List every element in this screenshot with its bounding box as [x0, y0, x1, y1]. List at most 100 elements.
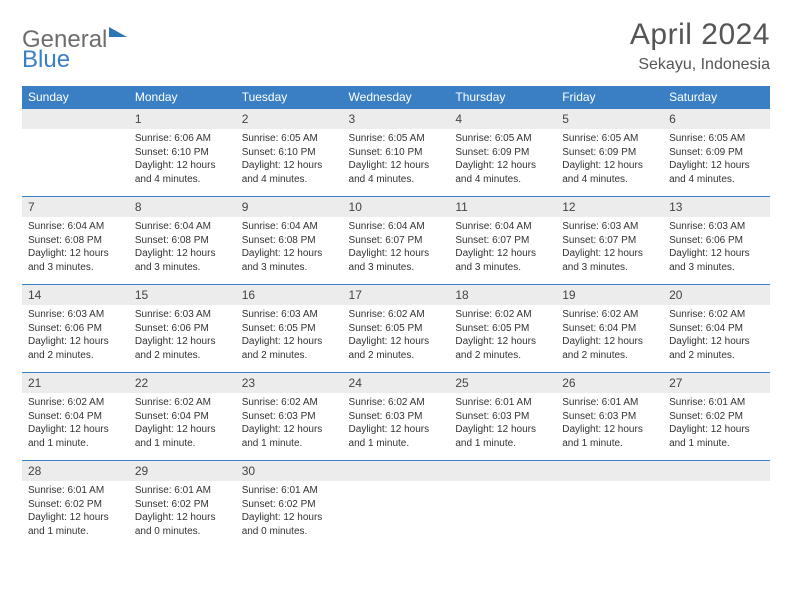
- day-number: 6: [663, 108, 770, 129]
- day-line-daylight1: Daylight: 12 hours: [455, 159, 550, 173]
- day-line-sunset: Sunset: 6:02 PM: [28, 498, 123, 512]
- day-line-daylight2: and 4 minutes.: [562, 173, 657, 187]
- day-line-sunset: Sunset: 6:08 PM: [28, 234, 123, 248]
- day-cell: 10Sunrise: 6:04 AMSunset: 6:07 PMDayligh…: [343, 196, 450, 284]
- week-row: 21Sunrise: 6:02 AMSunset: 6:04 PMDayligh…: [22, 372, 770, 460]
- day-line-daylight2: and 1 minute.: [349, 437, 444, 451]
- day-number: 30: [236, 460, 343, 481]
- day-line-daylight1: Daylight: 12 hours: [28, 511, 123, 525]
- day-number: 26: [556, 372, 663, 393]
- day-body: Sunrise: 6:02 AMSunset: 6:04 PMDaylight:…: [22, 393, 129, 460]
- day-number: 22: [129, 372, 236, 393]
- day-line-daylight2: and 1 minute.: [135, 437, 230, 451]
- header: General April 2024 Sekayu, Indonesia: [22, 18, 770, 74]
- empty-cell: [449, 460, 556, 548]
- day-cell: 18Sunrise: 6:02 AMSunset: 6:05 PMDayligh…: [449, 284, 556, 372]
- day-cell: 2Sunrise: 6:05 AMSunset: 6:10 PMDaylight…: [236, 108, 343, 196]
- day-line-daylight1: Daylight: 12 hours: [135, 423, 230, 437]
- day-line-sunset: Sunset: 6:04 PM: [562, 322, 657, 336]
- day-line-daylight1: Daylight: 12 hours: [349, 159, 444, 173]
- day-number: 28: [22, 460, 129, 481]
- day-cell: 4Sunrise: 6:05 AMSunset: 6:09 PMDaylight…: [449, 108, 556, 196]
- day-line-sunset: Sunset: 6:06 PM: [669, 234, 764, 248]
- day-number: 17: [343, 284, 450, 305]
- day-body: Sunrise: 6:01 AMSunset: 6:02 PMDaylight:…: [236, 481, 343, 548]
- day-number: 5: [556, 108, 663, 129]
- day-number: 2: [236, 108, 343, 129]
- weekday-header: Tuesday: [236, 86, 343, 108]
- day-line-daylight1: Daylight: 12 hours: [562, 423, 657, 437]
- day-line-sunset: Sunset: 6:04 PM: [28, 410, 123, 424]
- day-cell: 1Sunrise: 6:06 AMSunset: 6:10 PMDaylight…: [129, 108, 236, 196]
- day-line-daylight2: and 4 minutes.: [135, 173, 230, 187]
- day-line-daylight1: Daylight: 12 hours: [562, 247, 657, 261]
- day-line-sunset: Sunset: 6:07 PM: [562, 234, 657, 248]
- logo-text-blue: Blue: [22, 46, 70, 73]
- day-line-daylight2: and 2 minutes.: [242, 349, 337, 363]
- day-body: Sunrise: 6:01 AMSunset: 6:03 PMDaylight:…: [556, 393, 663, 460]
- day-body: Sunrise: 6:06 AMSunset: 6:10 PMDaylight:…: [129, 129, 236, 196]
- day-line-sunset: Sunset: 6:02 PM: [242, 498, 337, 512]
- day-line-daylight1: Daylight: 12 hours: [455, 247, 550, 261]
- day-line-sunset: Sunset: 6:05 PM: [455, 322, 550, 336]
- day-number: 23: [236, 372, 343, 393]
- week-row: 7Sunrise: 6:04 AMSunset: 6:08 PMDaylight…: [22, 196, 770, 284]
- day-cell: 15Sunrise: 6:03 AMSunset: 6:06 PMDayligh…: [129, 284, 236, 372]
- day-number: 16: [236, 284, 343, 305]
- day-cell: 19Sunrise: 6:02 AMSunset: 6:04 PMDayligh…: [556, 284, 663, 372]
- day-cell: 14Sunrise: 6:03 AMSunset: 6:06 PMDayligh…: [22, 284, 129, 372]
- day-number: 4: [449, 108, 556, 129]
- day-body: Sunrise: 6:05 AMSunset: 6:09 PMDaylight:…: [449, 129, 556, 196]
- day-line-sunset: Sunset: 6:09 PM: [455, 146, 550, 160]
- day-number: [663, 460, 770, 481]
- day-body: Sunrise: 6:02 AMSunset: 6:05 PMDaylight:…: [343, 305, 450, 372]
- day-line-sunrise: Sunrise: 6:06 AM: [135, 132, 230, 146]
- day-line-sunset: Sunset: 6:02 PM: [135, 498, 230, 512]
- location-label: Sekayu, Indonesia: [630, 56, 770, 74]
- day-line-sunrise: Sunrise: 6:03 AM: [669, 220, 764, 234]
- day-line-daylight1: Daylight: 12 hours: [135, 159, 230, 173]
- day-cell: 21Sunrise: 6:02 AMSunset: 6:04 PMDayligh…: [22, 372, 129, 460]
- day-line-sunrise: Sunrise: 6:02 AM: [242, 396, 337, 410]
- day-line-daylight2: and 2 minutes.: [135, 349, 230, 363]
- day-number: 24: [343, 372, 450, 393]
- month-title: April 2024: [630, 18, 770, 52]
- day-line-daylight1: Daylight: 12 hours: [242, 511, 337, 525]
- day-line-daylight2: and 0 minutes.: [242, 525, 337, 539]
- day-number: 1: [129, 108, 236, 129]
- weekday-header: Saturday: [663, 86, 770, 108]
- day-cell: 17Sunrise: 6:02 AMSunset: 6:05 PMDayligh…: [343, 284, 450, 372]
- title-block: April 2024 Sekayu, Indonesia: [630, 18, 770, 74]
- day-line-sunrise: Sunrise: 6:02 AM: [562, 308, 657, 322]
- day-body: Sunrise: 6:02 AMSunset: 6:03 PMDaylight:…: [236, 393, 343, 460]
- day-line-sunset: Sunset: 6:07 PM: [455, 234, 550, 248]
- day-line-daylight2: and 2 minutes.: [669, 349, 764, 363]
- weekday-header: Friday: [556, 86, 663, 108]
- day-line-sunrise: Sunrise: 6:05 AM: [669, 132, 764, 146]
- weekday-header: Sunday: [22, 86, 129, 108]
- day-number: 21: [22, 372, 129, 393]
- day-body: Sunrise: 6:03 AMSunset: 6:06 PMDaylight:…: [22, 305, 129, 372]
- day-line-daylight2: and 3 minutes.: [242, 261, 337, 275]
- day-cell: 9Sunrise: 6:04 AMSunset: 6:08 PMDaylight…: [236, 196, 343, 284]
- day-line-daylight1: Daylight: 12 hours: [135, 247, 230, 261]
- day-cell: 12Sunrise: 6:03 AMSunset: 6:07 PMDayligh…: [556, 196, 663, 284]
- day-cell: 25Sunrise: 6:01 AMSunset: 6:03 PMDayligh…: [449, 372, 556, 460]
- weekday-header: Monday: [129, 86, 236, 108]
- day-line-daylight1: Daylight: 12 hours: [669, 247, 764, 261]
- day-line-daylight2: and 2 minutes.: [349, 349, 444, 363]
- day-line-daylight2: and 3 minutes.: [349, 261, 444, 275]
- day-number: [556, 460, 663, 481]
- day-line-daylight2: and 4 minutes.: [455, 173, 550, 187]
- day-cell: 16Sunrise: 6:03 AMSunset: 6:05 PMDayligh…: [236, 284, 343, 372]
- day-line-daylight1: Daylight: 12 hours: [28, 247, 123, 261]
- day-body: [343, 481, 450, 543]
- day-line-daylight2: and 3 minutes.: [669, 261, 764, 275]
- day-body: Sunrise: 6:02 AMSunset: 6:04 PMDaylight:…: [129, 393, 236, 460]
- week-row: 28Sunrise: 6:01 AMSunset: 6:02 PMDayligh…: [22, 460, 770, 548]
- day-body: Sunrise: 6:02 AMSunset: 6:04 PMDaylight:…: [663, 305, 770, 372]
- day-line-sunrise: Sunrise: 6:01 AM: [28, 484, 123, 498]
- day-cell: 22Sunrise: 6:02 AMSunset: 6:04 PMDayligh…: [129, 372, 236, 460]
- calendar-body: 1Sunrise: 6:06 AMSunset: 6:10 PMDaylight…: [22, 108, 770, 548]
- day-cell: 28 Sunrise: 6:01 AMSunset: 6:02 PMDayligh…: [22, 460, 129, 548]
